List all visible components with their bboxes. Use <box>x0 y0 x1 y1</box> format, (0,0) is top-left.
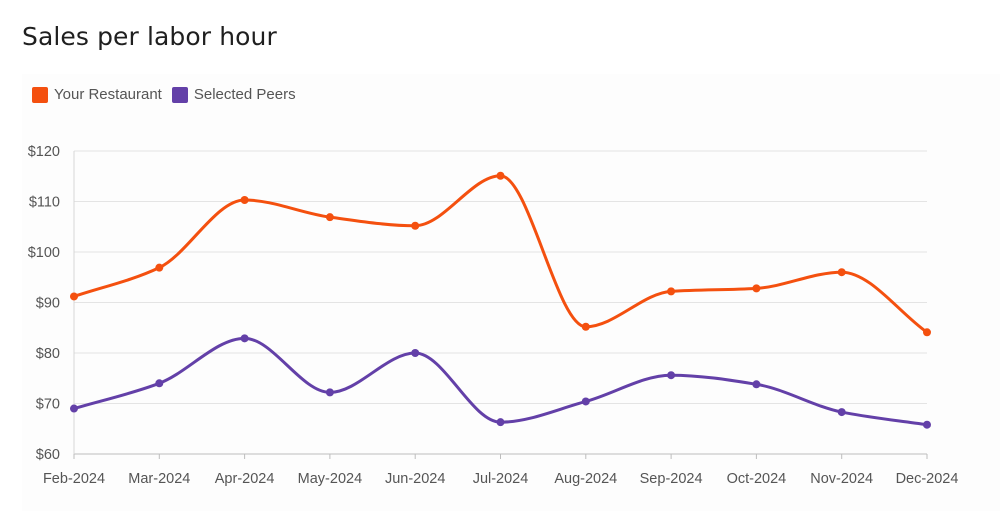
x-tick-label: Feb-2024 <box>43 471 105 487</box>
y-tick-label: $120 <box>28 144 60 160</box>
x-tick-label: Nov-2024 <box>810 471 873 487</box>
series-line-your-restaurant <box>72 174 929 334</box>
data-point-selected-peers <box>667 371 676 380</box>
x-tick-label: Jun-2024 <box>385 471 445 487</box>
data-point-your-restaurant <box>581 322 590 331</box>
data-point-selected-peers <box>240 334 249 343</box>
chart-panel <box>22 74 1000 511</box>
y-tick-label: $60 <box>36 447 60 463</box>
data-point-selected-peers <box>70 404 78 413</box>
data-point-selected-peers <box>411 349 420 357</box>
y-tick-label: $80 <box>36 346 60 362</box>
chart-title: Sales per labor hour <box>22 22 277 51</box>
y-tick-label: $100 <box>28 245 60 261</box>
data-point-your-restaurant <box>411 221 420 230</box>
legend-label-your-restaurant: Your Restaurant <box>54 86 162 103</box>
data-point-selected-peers <box>837 408 846 417</box>
data-point-your-restaurant <box>667 287 676 296</box>
x-tick-label: May-2024 <box>298 471 362 487</box>
x-tick-label: Oct-2024 <box>727 471 787 487</box>
legend-item-your-restaurant[interactable]: Your Restaurant <box>32 86 162 103</box>
data-point-selected-peers <box>496 418 505 427</box>
x-tick-label: Jul-2024 <box>473 471 529 487</box>
y-tick-label: $90 <box>36 296 60 312</box>
data-point-your-restaurant <box>752 284 761 293</box>
data-point-your-restaurant <box>240 195 249 204</box>
data-point-selected-peers <box>325 388 334 397</box>
data-point-your-restaurant <box>70 292 78 301</box>
x-tick-label: Mar-2024 <box>128 471 190 487</box>
x-tick-label: Aug-2024 <box>554 471 617 487</box>
y-tick-label: $110 <box>29 195 60 211</box>
data-point-your-restaurant <box>837 268 846 277</box>
x-tick-label: Apr-2024 <box>215 471 275 487</box>
data-point-selected-peers <box>581 397 590 406</box>
data-point-your-restaurant <box>155 263 164 272</box>
x-tick-label: Sep-2024 <box>640 471 703 487</box>
chart-legend: Your Restaurant Selected Peers <box>32 86 306 103</box>
legend-swatch-selected-peers <box>171 86 188 103</box>
series-line-selected-peers <box>72 336 929 427</box>
legend-swatch-your-restaurant <box>32 86 48 103</box>
legend-label-selected-peers: Selected Peers <box>193 86 296 103</box>
data-point-your-restaurant <box>325 213 334 222</box>
data-point-selected-peers <box>155 379 164 388</box>
data-point-selected-peers <box>752 380 761 389</box>
x-tick-label: Dec-2024 <box>896 471 959 487</box>
y-tick-label: $70 <box>36 397 60 413</box>
data-point-your-restaurant <box>496 171 505 180</box>
data-point-selected-peers <box>923 420 931 429</box>
legend-item-selected-peers[interactable]: Selected Peers <box>171 86 296 103</box>
data-point-your-restaurant <box>923 328 931 337</box>
